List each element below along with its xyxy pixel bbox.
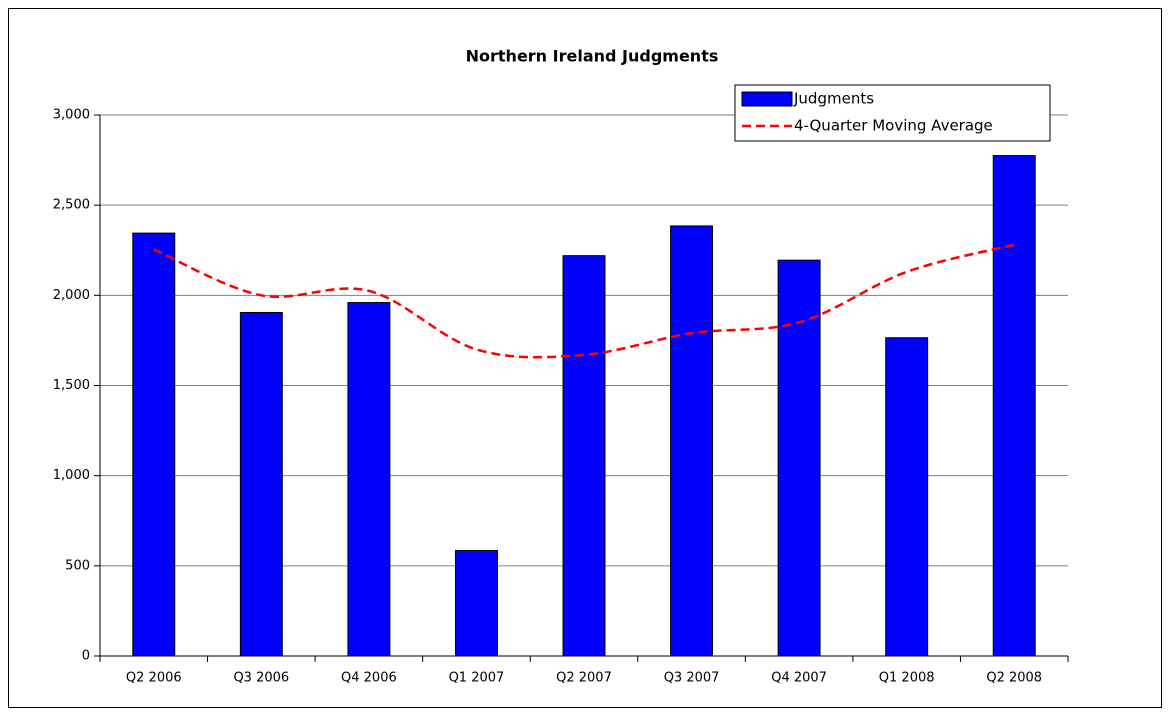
y-tick-label: 0 [82, 649, 90, 664]
x-tick-label: Q2 2008 [986, 671, 1042, 686]
x-tick-label: Q1 2007 [449, 671, 505, 686]
x-tick-label: Q3 2006 [233, 671, 289, 686]
x-tick-label: Q4 2006 [341, 671, 397, 686]
y-tick-label: 2,000 [53, 288, 90, 303]
bar [670, 225, 714, 657]
x-tick-label: Q2 2006 [126, 671, 182, 686]
x-tick-label: Q2 2007 [556, 671, 612, 686]
bar [885, 337, 929, 657]
bar [239, 311, 283, 657]
y-tick-label: 500 [65, 558, 90, 573]
legend-swatch [741, 91, 793, 107]
y-tick-label: 3,000 [53, 108, 90, 123]
bar [347, 302, 391, 657]
legend-label: Judgments [793, 90, 874, 108]
bar [132, 232, 176, 657]
bar [454, 550, 498, 657]
legend-label: 4-Quarter Moving Average [794, 117, 993, 135]
x-tick-label: Q4 2007 [771, 671, 827, 686]
x-tick-label: Q3 2007 [664, 671, 720, 686]
bar [562, 255, 606, 657]
y-tick-label: 2,500 [53, 198, 90, 213]
line [153, 243, 1015, 359]
bar [992, 155, 1036, 657]
y-tick-label: 1,000 [53, 468, 90, 483]
chart-title: Northern Ireland Judgments [466, 47, 719, 66]
bar [777, 259, 821, 657]
x-tick-label: Q1 2008 [879, 671, 935, 686]
y-tick-label: 1,500 [53, 378, 90, 393]
